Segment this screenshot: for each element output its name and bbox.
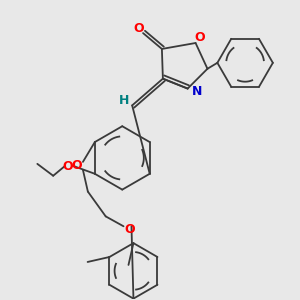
Text: N: N [192, 85, 203, 98]
Text: O: O [124, 223, 135, 236]
Text: H: H [119, 94, 129, 107]
Text: O: O [72, 159, 82, 172]
Text: O: O [194, 31, 205, 44]
Text: O: O [134, 22, 144, 34]
Text: O: O [63, 160, 74, 173]
